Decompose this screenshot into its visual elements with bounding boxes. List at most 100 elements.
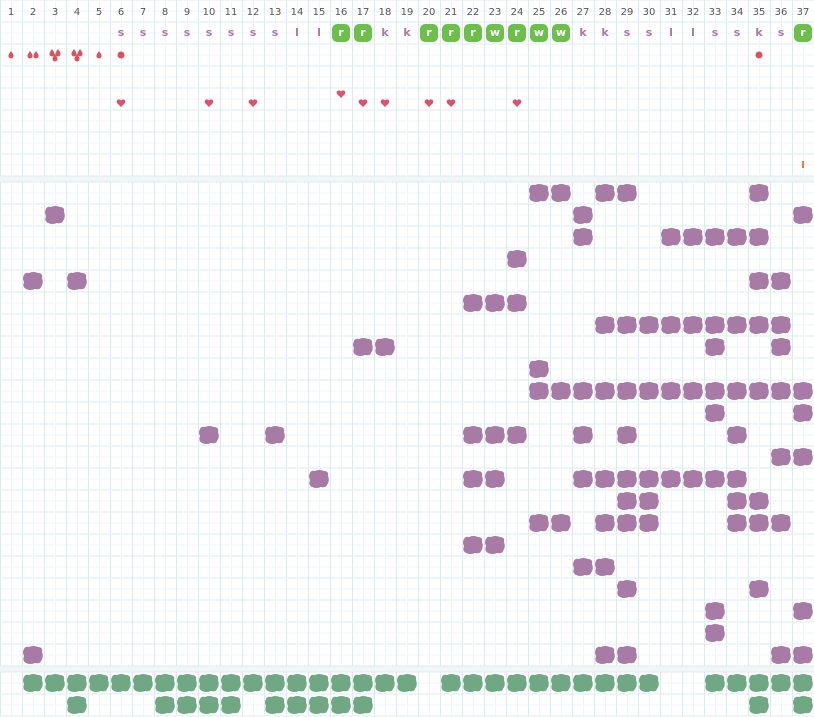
blob: [485, 294, 505, 312]
blob: [727, 426, 747, 444]
blob: [265, 674, 285, 692]
blob: [617, 580, 637, 598]
column-number: 34: [731, 7, 744, 18]
blob: [529, 674, 549, 692]
blob: [507, 674, 527, 692]
column-number: 4: [74, 7, 80, 18]
blob: [573, 558, 593, 576]
letter-badge: [794, 24, 812, 42]
blob: [507, 426, 527, 444]
column-number: 29: [621, 7, 634, 18]
blob: [705, 624, 725, 642]
blob: [617, 184, 637, 202]
blob: [243, 674, 263, 692]
blob: [661, 228, 681, 246]
blob: [617, 674, 637, 692]
blob: [595, 646, 615, 664]
heart: [424, 99, 434, 107]
letter: s: [646, 26, 653, 39]
blob: [705, 674, 725, 692]
blob: [23, 646, 43, 664]
letter: k: [403, 26, 411, 39]
blob: [595, 316, 615, 334]
blob: [67, 674, 87, 692]
blob: [771, 316, 791, 334]
drop: [27, 51, 33, 59]
blob: [463, 470, 483, 488]
blob: [45, 674, 65, 692]
column-number: 2: [30, 7, 36, 18]
letter-badge: [332, 24, 350, 42]
blob: [727, 674, 747, 692]
heart: [248, 99, 258, 107]
blob: [683, 382, 703, 400]
blob: [573, 382, 593, 400]
letter-badge: [508, 24, 526, 42]
column-number: 3: [52, 7, 58, 18]
heart: [380, 99, 390, 107]
blob: [375, 674, 395, 692]
blob: [331, 696, 351, 714]
letter: s: [624, 26, 631, 39]
blob: [617, 514, 637, 532]
blob: [23, 272, 43, 290]
blob: [309, 470, 329, 488]
letter-badge: [420, 24, 438, 42]
blob: [617, 316, 637, 334]
blob: [177, 696, 197, 714]
blob: [793, 404, 813, 422]
drop: [52, 54, 58, 62]
blob: [749, 316, 769, 334]
heart: [358, 99, 368, 107]
column-number: 12: [247, 7, 260, 18]
letter-badge: [530, 24, 548, 42]
column-number: 30: [643, 7, 656, 18]
column-number: 17: [357, 7, 370, 18]
letter-badge: [486, 24, 504, 42]
blob: [177, 674, 197, 692]
blob: [463, 426, 483, 444]
blob: [463, 294, 483, 312]
letter: w: [534, 26, 544, 39]
blob: [705, 228, 725, 246]
blob: [89, 674, 109, 692]
blob: [595, 382, 615, 400]
column-number: 18: [379, 7, 392, 18]
column-number: 27: [577, 7, 590, 18]
drop: [74, 54, 80, 62]
blob: [771, 382, 791, 400]
letter-badge: [464, 24, 482, 42]
blob: [727, 316, 747, 334]
blob: [661, 382, 681, 400]
heart: [446, 99, 456, 107]
blob: [793, 674, 813, 692]
drop: [71, 49, 77, 57]
blob: [639, 382, 659, 400]
column-number: 9: [184, 7, 190, 18]
blob: [727, 470, 747, 488]
blob: [617, 646, 637, 664]
blob: [749, 492, 769, 510]
blob: [617, 470, 637, 488]
column-number: 5: [96, 7, 102, 18]
blob: [595, 514, 615, 532]
blob: [529, 184, 549, 202]
blob: [397, 674, 417, 692]
blob: [199, 696, 219, 714]
blob: [749, 674, 769, 692]
column-number: 28: [599, 7, 612, 18]
blob: [529, 514, 549, 532]
letter: k: [579, 26, 587, 39]
blob: [705, 470, 725, 488]
blob: [111, 674, 131, 692]
dot: [755, 51, 763, 59]
blob: [551, 514, 571, 532]
letter: r: [800, 26, 806, 39]
letter: l: [669, 26, 673, 39]
blob: [507, 250, 527, 268]
blob: [793, 602, 813, 620]
blob: [265, 696, 285, 714]
letter: k: [755, 26, 763, 39]
blob: [771, 338, 791, 356]
column-number: 6: [118, 7, 124, 18]
